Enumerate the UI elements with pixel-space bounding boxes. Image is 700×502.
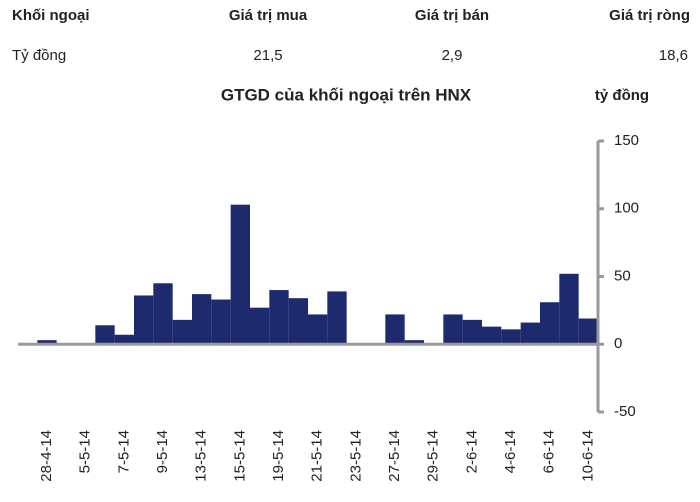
bar <box>37 340 57 345</box>
table-cell: 18,6 <box>659 47 688 64</box>
table-cell: 2,9 <box>442 47 463 64</box>
x-tick-label: 9-5-14 <box>154 430 171 473</box>
x-tick-label: 15-5-14 <box>231 430 248 482</box>
bar <box>308 314 328 345</box>
x-tick-label: 19-5-14 <box>270 430 287 482</box>
bar <box>134 295 154 345</box>
bar <box>443 314 463 345</box>
bar <box>211 299 231 345</box>
y-tick-label: -50 <box>614 403 636 420</box>
bar <box>482 326 502 345</box>
chart-title: GTGD của khối ngoại trên HNX <box>221 85 472 104</box>
x-tick-label: 27-5-14 <box>386 430 403 482</box>
bar <box>462 319 482 345</box>
x-tick-label: 21-5-14 <box>309 430 326 482</box>
table-header: Giá trị mua <box>229 7 308 24</box>
bar <box>404 340 424 345</box>
bar <box>501 329 521 345</box>
bar <box>578 318 598 345</box>
bar <box>559 273 579 345</box>
table-cell: Tỷ đồng <box>12 47 66 64</box>
table-header: Khối ngoại <box>12 7 90 24</box>
bar <box>385 314 405 345</box>
bar <box>269 290 289 345</box>
bar <box>114 334 134 345</box>
x-tick-label: 4-6-14 <box>502 430 519 473</box>
y-tick-label: 0 <box>614 335 622 352</box>
table-cell: 21,5 <box>253 47 282 64</box>
bar <box>95 325 115 345</box>
bar <box>192 294 212 345</box>
x-tick-label: 28-4-14 <box>38 430 55 482</box>
table-header: Giá trị bán <box>415 7 489 24</box>
x-tick-label: 2-6-14 <box>463 430 480 473</box>
y-axis-label: tỷ đồng <box>595 87 649 104</box>
y-tick-label: 150 <box>614 132 639 149</box>
x-tick-label: 23-5-14 <box>347 430 364 482</box>
y-tick-label: 50 <box>614 267 631 284</box>
bar <box>230 204 250 345</box>
bar <box>327 291 347 345</box>
bar <box>288 298 308 345</box>
bar <box>172 319 192 345</box>
x-tick-label: 7-5-14 <box>115 430 132 473</box>
bar <box>520 322 540 345</box>
x-tick-label: 5-5-14 <box>77 430 94 473</box>
bar <box>153 283 173 345</box>
bar <box>540 302 560 345</box>
y-tick-label: 100 <box>614 200 639 217</box>
x-tick-label: 10-6-14 <box>579 430 596 482</box>
table-header: Giá trị ròng <box>609 7 690 24</box>
x-tick-label: 13-5-14 <box>193 430 210 482</box>
x-tick-label: 29-5-14 <box>425 430 442 482</box>
x-tick-label: 6-6-14 <box>541 430 558 473</box>
bar <box>250 307 270 345</box>
